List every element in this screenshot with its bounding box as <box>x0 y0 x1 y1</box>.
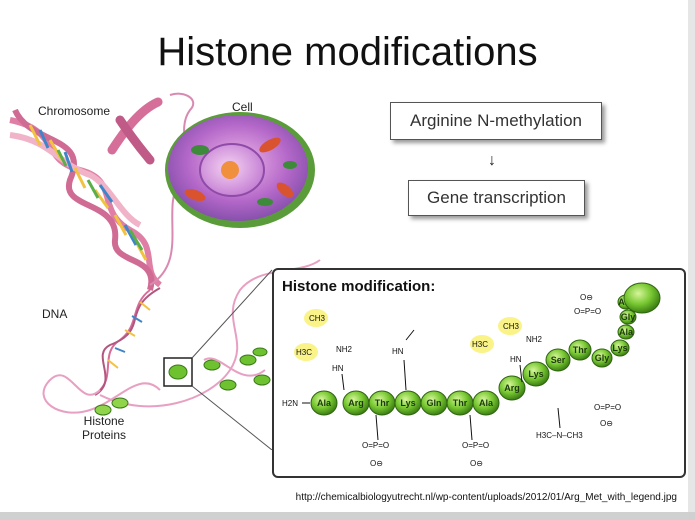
amino-acid-label: Gln <box>427 398 442 408</box>
amino-acid-label: Ala <box>479 398 494 408</box>
phosphate-text-4: O=P=O <box>594 403 621 412</box>
amino-acid-label: Arg <box>504 383 520 393</box>
slide-title: Histone modifications <box>157 30 538 74</box>
histone-spools <box>94 347 271 416</box>
n-terminus-label: H2N <box>282 399 298 408</box>
hn-text-3: HN <box>510 355 522 364</box>
trimethyl-text: H3C–N–CH3 <box>536 431 583 440</box>
o-minus-text-1: O⊖ <box>370 459 383 468</box>
slide-edge <box>688 0 695 520</box>
histone-tail-diagram: H2N Ala Arg Thr Lys Gln Thr Ala Arg Lys Ser Thr Gly… <box>282 282 661 468</box>
acetyl-lys-group: HN <box>392 329 415 391</box>
dna-helix-small <box>94 287 161 396</box>
amino-acid-bead <box>610 339 630 357</box>
nh2-text-2: NH2 <box>526 335 543 344</box>
histone-proteins-line2: Proteins <box>82 428 127 442</box>
amino-acid-bead <box>568 339 592 361</box>
amino-acid-label: Ser <box>551 355 566 365</box>
panel-title: Histone modification: <box>282 278 436 295</box>
dna-label: DNA <box>42 307 68 321</box>
dna-cell-illustration <box>9 92 321 450</box>
phosphate-text-3: O=P=O <box>574 307 601 316</box>
phosphate-text-1: O=P=O <box>362 441 389 450</box>
o-minus-text-3: O⊖ <box>580 293 593 302</box>
trimethyl-lys-group: H3C–N–CH3 <box>536 407 583 440</box>
down-arrow-icon: ↓ <box>488 152 496 169</box>
amino-acid-label: Gly <box>595 353 610 363</box>
h3c-text-2: H3C <box>472 340 488 349</box>
nh2-text-1: NH2 <box>336 345 353 354</box>
bottom-bar <box>0 512 695 520</box>
amino-acid-bead <box>310 390 338 416</box>
amino-acid-label: Lys <box>612 343 627 353</box>
amino-acid-label: Ala <box>619 327 634 337</box>
amino-acid-bead <box>545 348 571 372</box>
amino-acid-bead <box>472 390 500 416</box>
arginine-methylation-text: Arginine N-methylation <box>410 111 582 130</box>
hn-text-1: HN <box>332 364 344 373</box>
amino-acid-label: Thr <box>453 398 468 408</box>
amino-acid-label: Lys <box>528 369 543 379</box>
chromosome-label: Chromosome <box>38 104 111 118</box>
h3c-text-1: H3C <box>296 348 312 357</box>
amino-acid-label: Ala <box>317 398 332 408</box>
amino-acid-bead <box>619 309 637 325</box>
chromosome-shape <box>107 97 163 165</box>
amino-acid-bead <box>522 361 550 387</box>
amino-acid-bead <box>591 348 613 368</box>
amino-acid-label: Arg <box>348 398 364 408</box>
amino-acid-label: Thr <box>375 398 390 408</box>
ch3-text-1: CH3 <box>309 314 326 323</box>
amino-acid-bead <box>498 375 526 401</box>
histone-proteins-label: Histone Proteins <box>82 414 126 442</box>
histone-modification-panel: Histone modification: H2N Ala Arg Thr Lys Gl… <box>272 268 686 478</box>
source-url: http://chemicalbiologyutrecht.nl/wp-cont… <box>295 492 677 503</box>
amino-acid-bead <box>617 324 635 340</box>
histone-core-bead <box>623 282 661 314</box>
amino-acid-label: Lys <box>400 398 415 408</box>
gene-transcription-box: Gene transcription <box>408 180 585 216</box>
arginine-methylation-box: Arginine N-methylation <box>390 102 602 140</box>
phosphate-groups: O=P=O O⊖ O=P=O O⊖ O=P=O O⊖ O=P=O O⊖ <box>362 293 621 468</box>
amino-acid-label: Gly <box>621 312 636 322</box>
amino-acid-label: Thr <box>573 345 588 355</box>
cell-label: Cell <box>232 100 253 114</box>
methyl-arg-group-1: CH3 H3C NH2 HN <box>294 309 353 391</box>
o-minus-text-2: O⊖ <box>470 459 483 468</box>
bead-chain: Ala Arg Thr Lys Gln Thr AlaArgLysSerThrGlyLysA… <box>310 282 661 416</box>
o-minus-text-4: O⊖ <box>600 419 613 428</box>
ch3-text-2: CH3 <box>503 322 520 331</box>
gene-transcription-text: Gene transcription <box>427 188 566 207</box>
cell-shape <box>165 112 315 228</box>
chromatin-fiber <box>42 374 161 414</box>
histone-proteins-line1: Histone <box>83 414 125 428</box>
dna-helix-large <box>9 108 163 291</box>
hn-text-2: HN <box>392 347 404 356</box>
methyl-arg-group-2: CH3 H3C NH2 HN <box>470 317 543 383</box>
phosphate-text-2: O=P=O <box>462 441 489 450</box>
